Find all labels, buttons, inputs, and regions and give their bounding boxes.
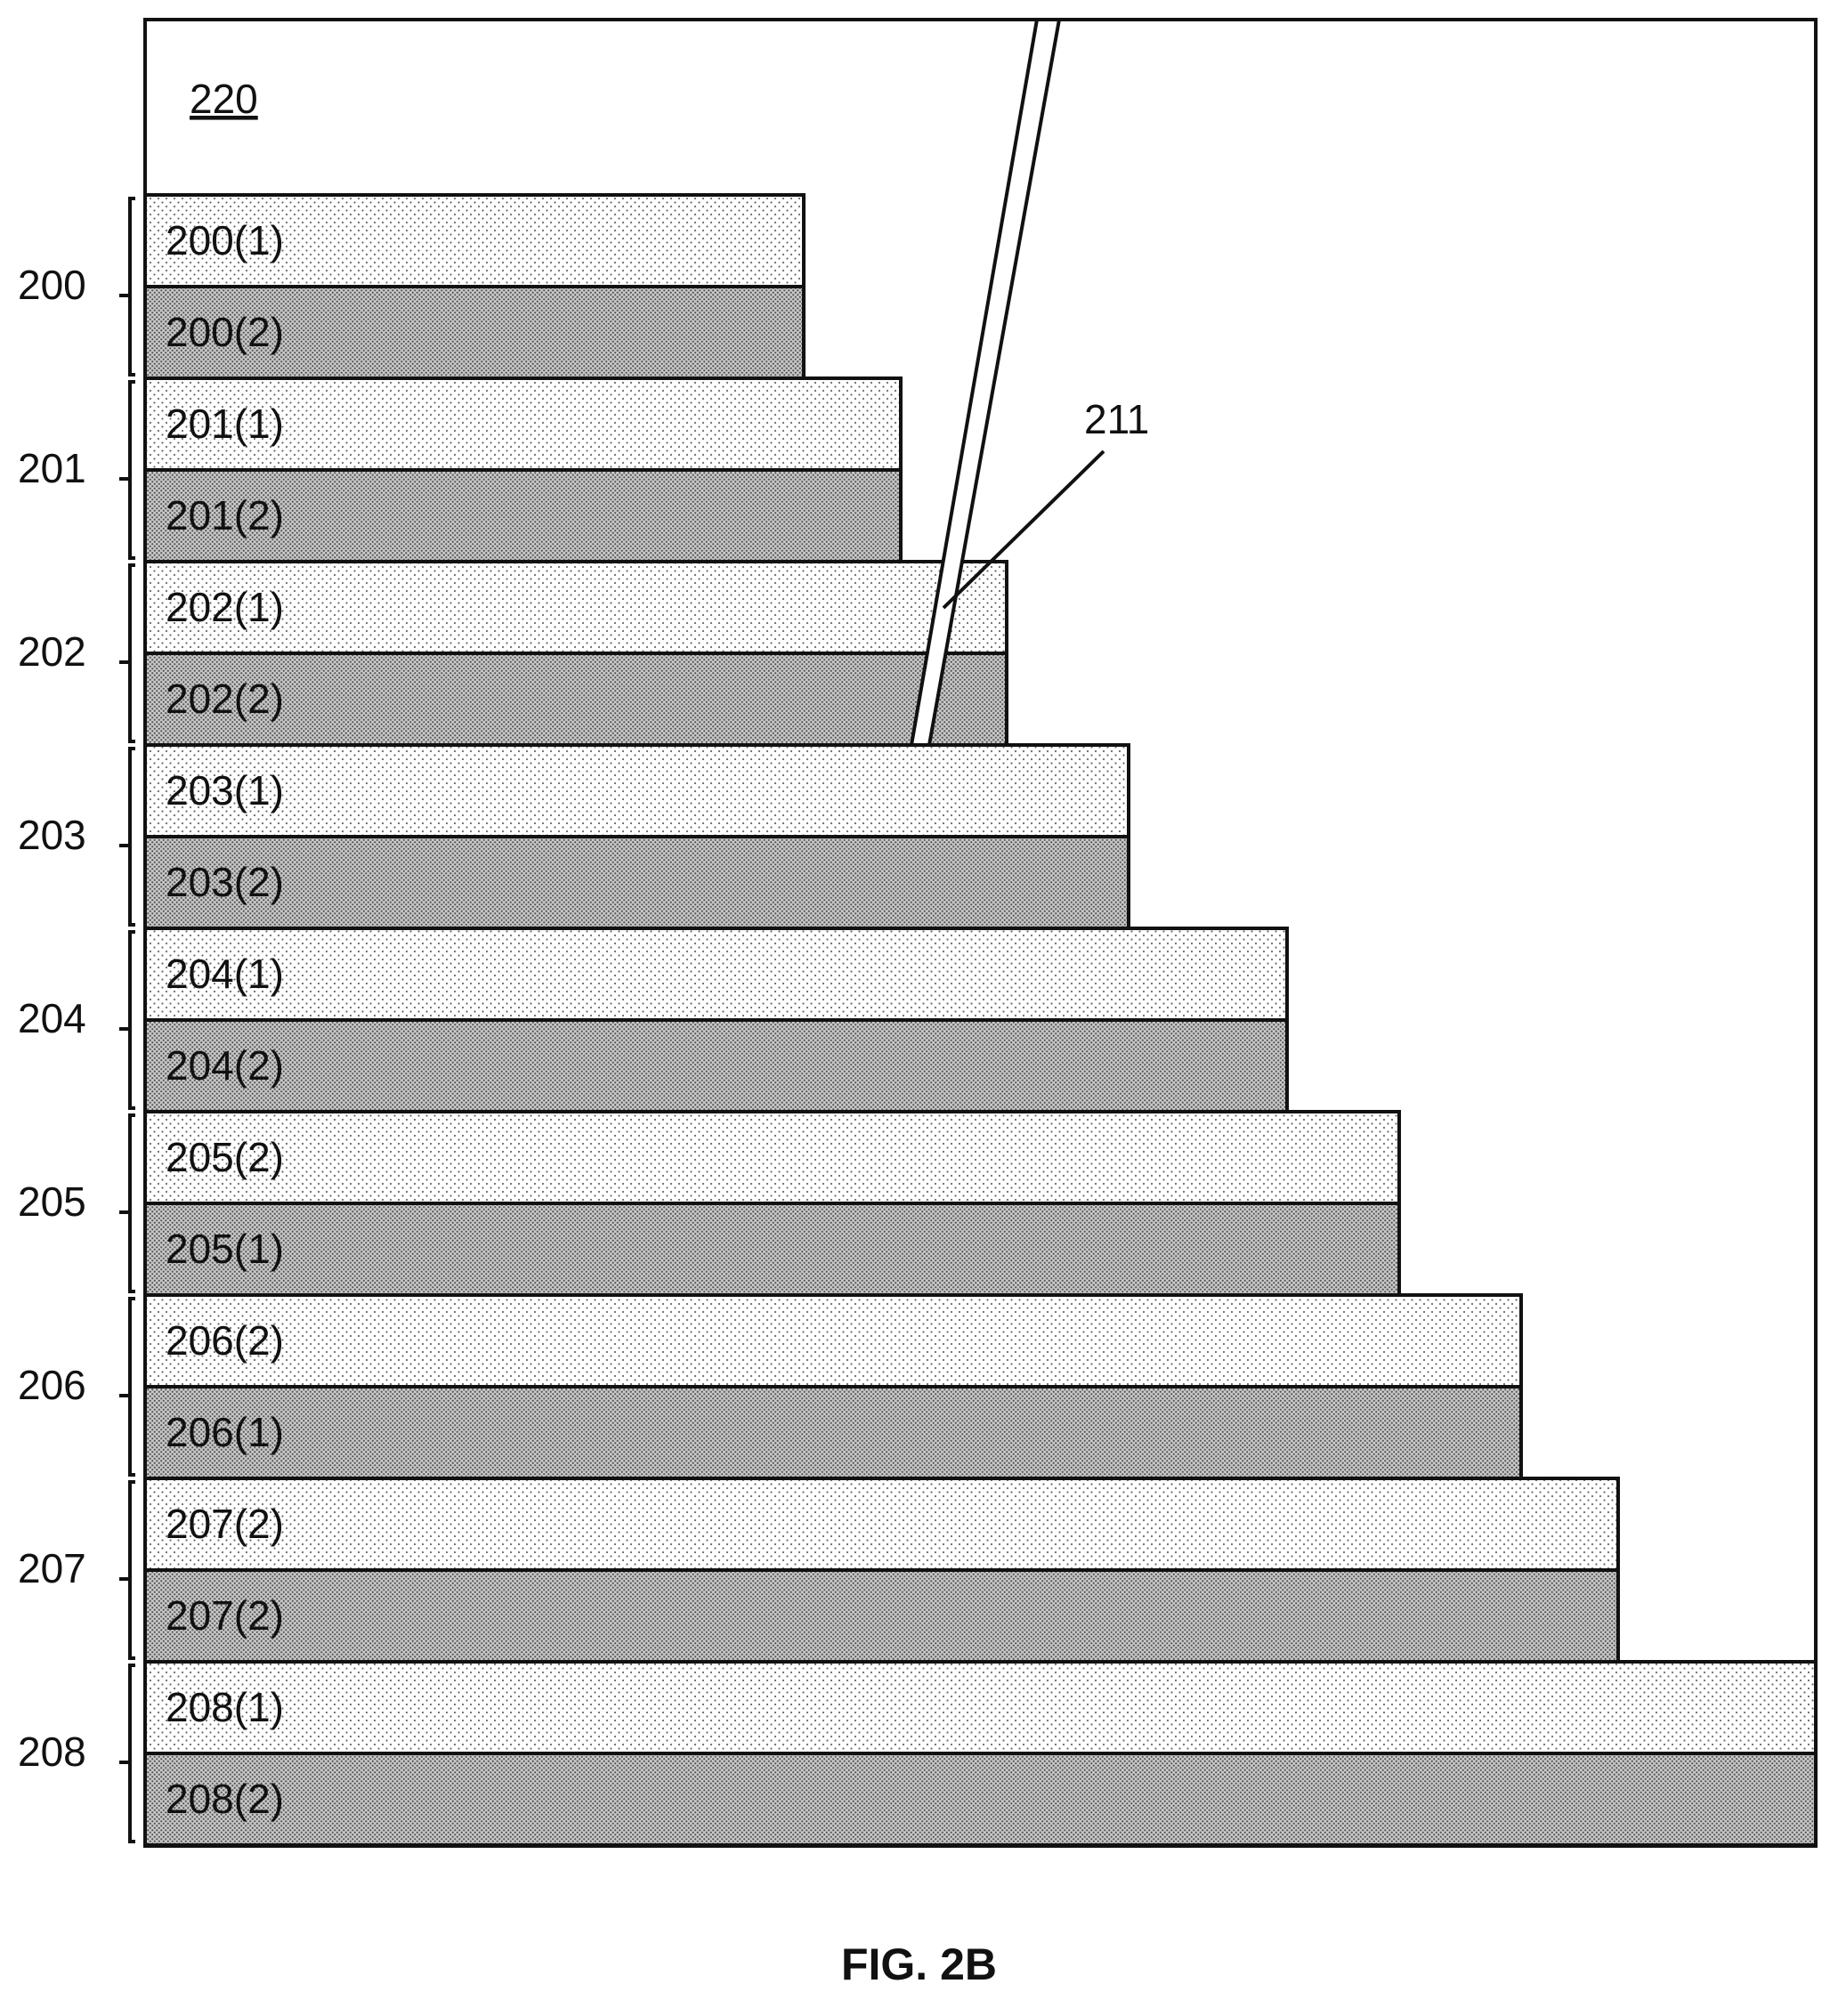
layer-label: 201(2) [166, 492, 284, 538]
figure-caption: FIG. 2B [840, 1939, 998, 1989]
via-211 [909, 18, 1062, 747]
layer-label: 202(1) [166, 584, 284, 630]
layer-207-2 [143, 1568, 1620, 1664]
group-label: 204 [18, 995, 86, 1041]
group-label: 200 [18, 262, 86, 308]
layer-205-1 [143, 1202, 1401, 1297]
layer-label: 206(2) [166, 1317, 284, 1364]
layer-201-2 [143, 468, 903, 563]
layer-202-2 [143, 652, 1008, 747]
layer-label: 203(2) [166, 859, 284, 905]
layer-label: 204(2) [166, 1042, 284, 1089]
layer-label: 204(1) [166, 951, 284, 997]
group-bracket [128, 747, 135, 927]
group-bracket [128, 563, 135, 743]
layer-label: 208(1) [166, 1684, 284, 1730]
group-bracket [128, 1113, 135, 1293]
group-label: 208 [18, 1729, 86, 1775]
layer-label: 205(2) [166, 1134, 284, 1180]
layer-208-2 [143, 1752, 1818, 1847]
via-211-leader-line [942, 449, 1105, 610]
layer-label: 205(1) [166, 1226, 284, 1272]
layer-204-2 [143, 1018, 1289, 1113]
group-bracket [128, 1664, 135, 1843]
group-bracket [128, 930, 135, 1110]
layer-label: 202(2) [166, 676, 284, 722]
layer-label: 208(2) [166, 1776, 284, 1822]
group-label: 206 [18, 1362, 86, 1408]
group-bracket [128, 1480, 135, 1660]
layer-208-1 [143, 1660, 1818, 1755]
region-220-label: 220 [190, 76, 258, 122]
layer-label: 207(2) [166, 1501, 284, 1547]
layer-206-2 [143, 1293, 1523, 1389]
group-bracket [128, 380, 135, 560]
group-label: 202 [18, 628, 86, 675]
layer-206-1 [143, 1385, 1523, 1480]
group-label: 207 [18, 1545, 86, 1591]
via-211-label: 211 [1084, 396, 1149, 442]
layer-label: 201(1) [166, 401, 284, 447]
layer-205-2 [143, 1110, 1401, 1205]
layer-203-1 [143, 743, 1130, 838]
layer-202-1 [143, 560, 1008, 655]
group-bracket [128, 1297, 135, 1477]
layer-203-2 [143, 835, 1130, 930]
layer-label: 207(2) [166, 1592, 284, 1639]
group-label: 203 [18, 812, 86, 858]
layer-label: 206(1) [166, 1409, 284, 1455]
layer-label: 200(1) [166, 217, 284, 263]
layer-204-1 [143, 927, 1289, 1022]
group-label: 205 [18, 1178, 86, 1225]
group-bracket [128, 197, 135, 376]
group-brackets: 200 201 202 203 204 205 206 207 208 [18, 197, 135, 1843]
layer-stack: 200(1) 200(2) 201(1) 201(2) 202(1) 202(2) 203(… [143, 193, 1818, 1847]
group-label: 201 [18, 445, 86, 491]
layer-207-2 [143, 1477, 1620, 1572]
layer-label: 200(2) [166, 309, 284, 355]
layer-label: 203(1) [166, 767, 284, 814]
